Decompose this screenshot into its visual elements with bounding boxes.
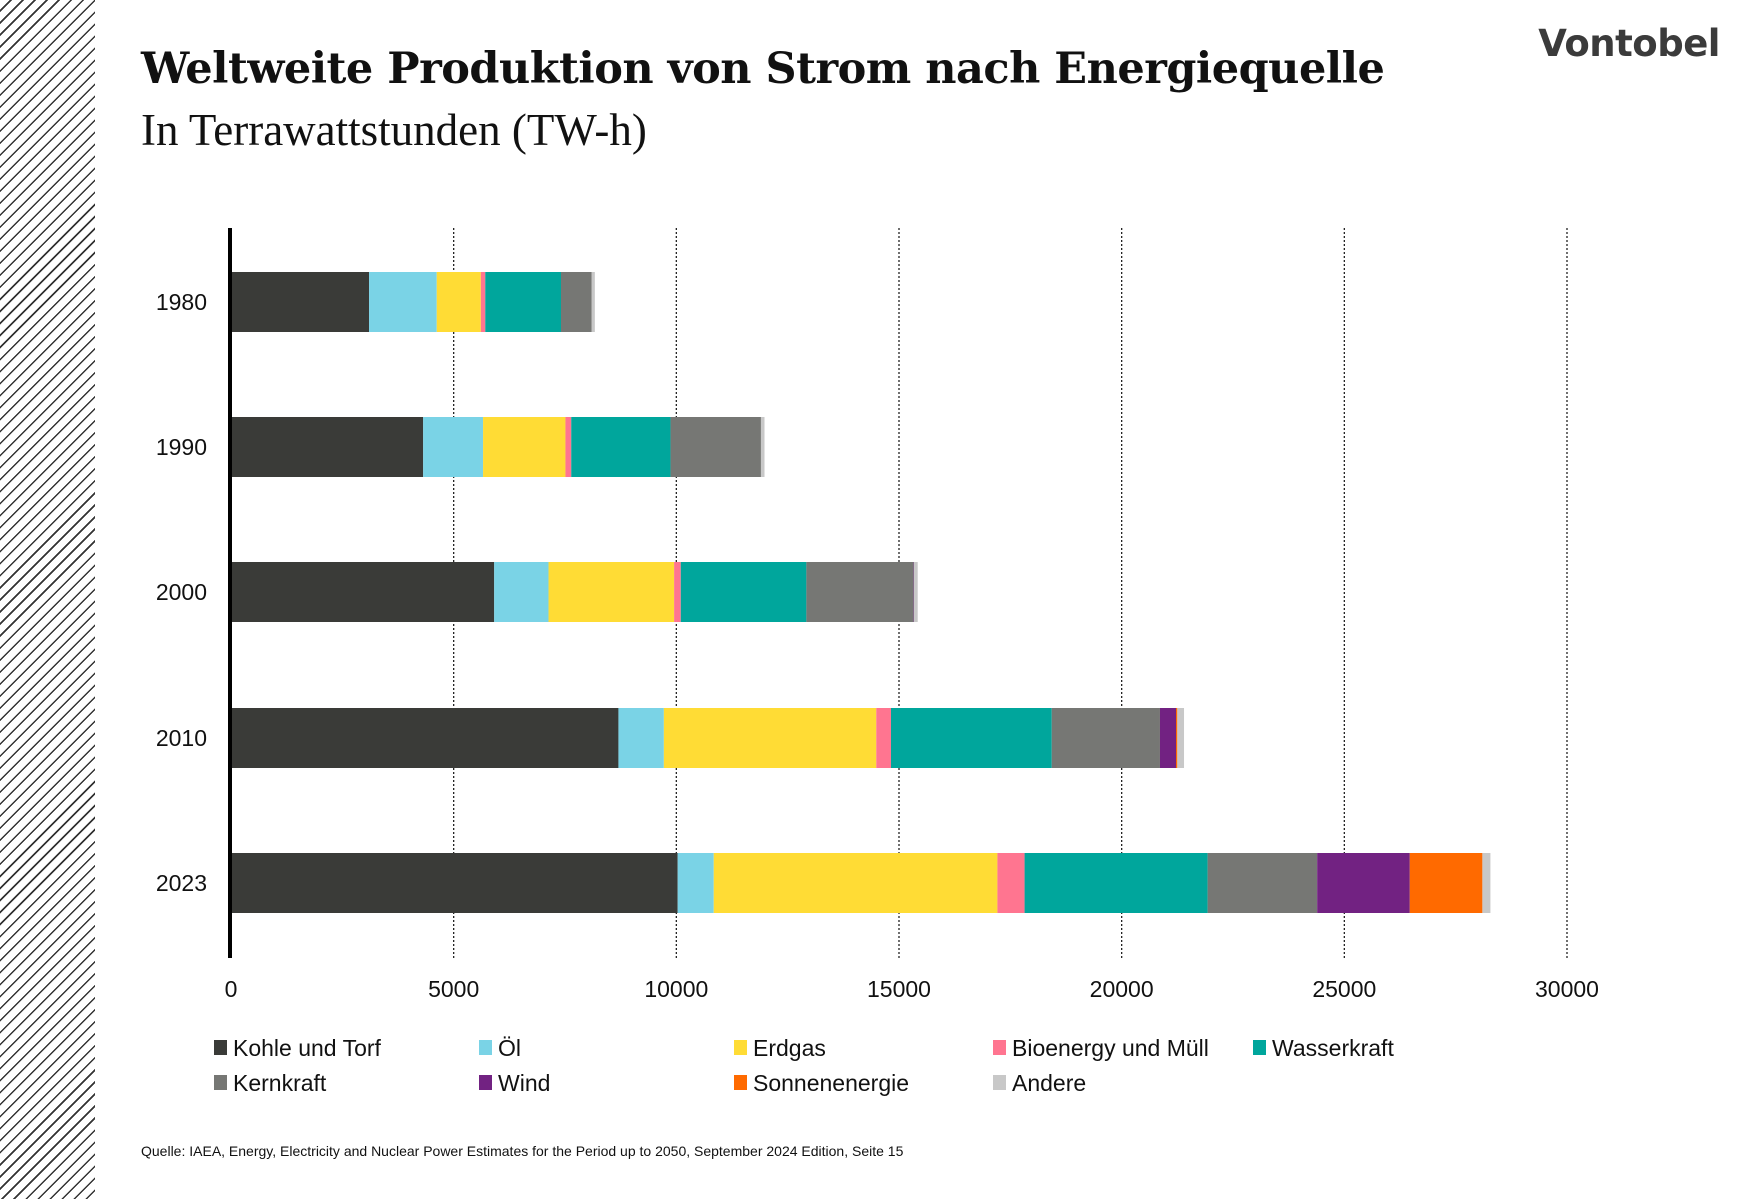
- legend-item: Bioenergy und Müll: [993, 1035, 1209, 1061]
- bar-segment-wind-2010: [1159, 708, 1176, 768]
- bar-segment--l-2023: [677, 853, 714, 913]
- legend-swatch: [479, 1040, 492, 1055]
- bar-segment--l-1980: [369, 272, 437, 332]
- bar-segment--l-2010: [618, 708, 664, 768]
- bar-segment-wasserkraft-2023: [1024, 853, 1208, 913]
- decorative-hatch-stripe: [0, 0, 95, 1199]
- bar-segment-kernkraft-2000: [806, 562, 914, 622]
- y-tick-label: 2000: [156, 579, 207, 605]
- bar-segment-erdgas-2023: [713, 853, 998, 913]
- bar-segment-kohle-und-torf-2023: [231, 853, 678, 913]
- legend-swatch: [993, 1040, 1006, 1055]
- bar-segment-erdgas-2000: [548, 562, 675, 622]
- legend-item: Wind: [479, 1070, 550, 1096]
- legend-swatch: [734, 1040, 747, 1055]
- legend-swatch: [214, 1075, 227, 1090]
- bar-segment-bioenergy-und-m-ll-1980: [480, 272, 486, 332]
- bar-segment-andere-1980: [591, 272, 595, 332]
- bar-segment-bioenergy-und-m-ll-2010: [876, 708, 891, 768]
- bar-segment-wasserkraft-1990: [571, 417, 671, 477]
- bar-segment-kernkraft-2023: [1207, 853, 1318, 913]
- bar-segment-kohle-und-torf-1980: [231, 272, 370, 332]
- bar-segment-wasserkraft-2010: [890, 708, 1052, 768]
- legend-label: Erdgas: [753, 1035, 826, 1061]
- bar-segment-wasserkraft-1980: [485, 272, 561, 332]
- bar-segment-andere-2000: [914, 562, 918, 622]
- legend-label: Kohle und Torf: [233, 1035, 382, 1061]
- legend-label: Wasserkraft: [1272, 1035, 1394, 1061]
- legend-label: Andere: [1012, 1070, 1086, 1096]
- legend-label: Sonnenenergie: [753, 1070, 909, 1096]
- bar-segment-kohle-und-torf-1990: [231, 417, 424, 477]
- bar-segment-andere-2023: [1482, 853, 1491, 913]
- y-tick-label: 1990: [156, 434, 207, 460]
- legend-swatch: [1253, 1040, 1266, 1055]
- bar-segment-kohle-und-torf-2010: [231, 708, 619, 768]
- bar-segment-sonnenenergie-2023: [1409, 853, 1483, 913]
- bar-segment-andere-2010: [1177, 708, 1185, 768]
- legend-item: Kernkraft: [214, 1070, 327, 1096]
- bar-segment-kernkraft-1980: [560, 272, 592, 332]
- bar-segment-wind-2023: [1317, 853, 1410, 913]
- bar-segment-sonnenenergie-2010: [1175, 708, 1178, 768]
- legend-label: Öl: [498, 1035, 521, 1061]
- bar-segment-erdgas-1990: [483, 417, 566, 477]
- legend-label: Wind: [498, 1070, 550, 1096]
- legend-item: Kohle und Torf: [214, 1035, 382, 1061]
- x-tick-label: 5000: [428, 976, 479, 1002]
- x-tick-label: 0: [225, 976, 238, 1002]
- bar-segment-andere-1990: [760, 417, 765, 477]
- vontobel-logo: Vontobel: [1538, 22, 1720, 65]
- bar-segment-erdgas-1980: [436, 272, 481, 332]
- bar-segment-erdgas-2010: [663, 708, 877, 768]
- y-tick-label: 1980: [156, 289, 207, 315]
- legend-item: Sonnenenergie: [734, 1070, 909, 1096]
- y-tick-label: 2010: [156, 725, 207, 751]
- source-note: Quelle: IAEA, Energy, Electricity and Nu…: [141, 1143, 904, 1159]
- bar-segment-bioenergy-und-m-ll-1990: [565, 417, 572, 477]
- bar-segment-kernkraft-2010: [1051, 708, 1160, 768]
- legend-swatch: [479, 1075, 492, 1090]
- legend-swatch: [734, 1075, 747, 1090]
- bar-segment-wasserkraft-2000: [680, 562, 807, 622]
- bar-segment-bioenergy-und-m-ll-2023: [997, 853, 1025, 913]
- x-tick-label: 25000: [1312, 976, 1376, 1002]
- legend-item: Erdgas: [734, 1035, 826, 1061]
- legend-label: Bioenergy und Müll: [1012, 1035, 1209, 1061]
- bar-segment--l-1990: [423, 417, 484, 477]
- bar-segment--l-2000: [494, 562, 549, 622]
- chart-title: Weltweite Produktion von Strom nach Ener…: [141, 44, 1385, 94]
- chart-subtitle: In Terrawattstunden (TW-h): [141, 105, 647, 155]
- x-tick-label: 30000: [1535, 976, 1599, 1002]
- bar-segment-kohle-und-torf-2000: [231, 562, 495, 622]
- x-tick-label: 15000: [867, 976, 931, 1002]
- y-tick-label: 2023: [156, 870, 207, 896]
- bar-segment-kernkraft-1990: [670, 417, 761, 477]
- legend-swatch: [993, 1075, 1006, 1090]
- legend-item: Andere: [993, 1070, 1086, 1096]
- x-tick-label: 20000: [1090, 976, 1154, 1002]
- legend-item: Wasserkraft: [1253, 1035, 1394, 1061]
- bar-segment-bioenergy-und-m-ll-2000: [674, 562, 681, 622]
- x-tick-label: 10000: [644, 976, 708, 1002]
- legend-label: Kernkraft: [233, 1070, 327, 1096]
- legend-item: Öl: [479, 1035, 521, 1061]
- legend-swatch: [214, 1040, 227, 1055]
